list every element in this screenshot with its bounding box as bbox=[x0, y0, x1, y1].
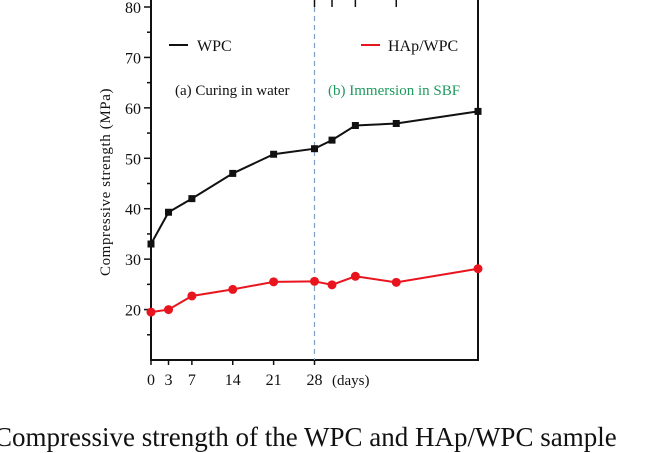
data-point-wpc bbox=[229, 169, 237, 177]
data-point-hap-wpc bbox=[228, 284, 238, 294]
data-point-wpc bbox=[392, 119, 400, 127]
data-point-wpc bbox=[351, 122, 359, 130]
x-tick-label: 21 bbox=[266, 372, 282, 389]
series-line-hapwpc bbox=[150, 267, 479, 314]
series-line-wpc bbox=[150, 110, 479, 245]
data-point-hap-wpc bbox=[187, 291, 197, 301]
x-tick-label: 0 bbox=[147, 372, 155, 389]
data-point-wpc bbox=[188, 195, 196, 203]
y-tick-label: 30 bbox=[125, 252, 141, 269]
x-tick-label: 28 bbox=[307, 372, 323, 389]
data-point-wpc bbox=[474, 107, 482, 115]
data-point-hap-wpc bbox=[473, 264, 483, 274]
data-point-wpc bbox=[311, 145, 318, 153]
data-point-wpc bbox=[270, 150, 278, 158]
x-tick-label: 3 bbox=[165, 372, 173, 389]
x-tick-label: 7 bbox=[188, 372, 196, 389]
legend-wpc-label: WPC bbox=[197, 38, 232, 55]
figure-caption: Compressive strength of the WPC and HAp/… bbox=[0, 422, 617, 452]
series bbox=[146, 107, 483, 317]
data-point-wpc bbox=[165, 208, 173, 216]
y-tick-label: 70 bbox=[125, 50, 141, 67]
x-axis-label: (days) bbox=[332, 373, 370, 389]
y-tick-label: 40 bbox=[125, 202, 141, 219]
data-point-hap-wpc bbox=[164, 305, 174, 315]
legend-hap-label: HAp/WPC bbox=[388, 38, 458, 55]
data-point-wpc bbox=[147, 240, 155, 248]
data-point-hap-wpc bbox=[146, 307, 156, 317]
ticks: 20 30 40 50 60 70 80 0 3 7 14 21 28 bbox=[125, 0, 323, 389]
y-tick-label: 60 bbox=[125, 101, 141, 118]
annotation-immersion: (b) Immersion in SBF bbox=[328, 83, 460, 99]
y-axis-label: Compressive strength (MPa) bbox=[98, 88, 114, 276]
data-point-hap-wpc bbox=[269, 277, 279, 287]
data-point-hap-wpc bbox=[391, 277, 401, 287]
y-tick-label: 80 bbox=[125, 0, 141, 17]
data-point-hap-wpc bbox=[310, 276, 319, 286]
legend: WPC HAp/WPC bbox=[169, 38, 458, 55]
annotation-curing: (a) Curing in water bbox=[175, 83, 290, 99]
data-point-hap-wpc bbox=[327, 280, 337, 290]
y-tick-label: 50 bbox=[125, 151, 141, 168]
y-tick-label: 20 bbox=[125, 303, 141, 320]
data-point-hap-wpc bbox=[350, 271, 360, 281]
x-tick-label: 14 bbox=[225, 372, 241, 389]
data-point-wpc bbox=[328, 136, 336, 144]
